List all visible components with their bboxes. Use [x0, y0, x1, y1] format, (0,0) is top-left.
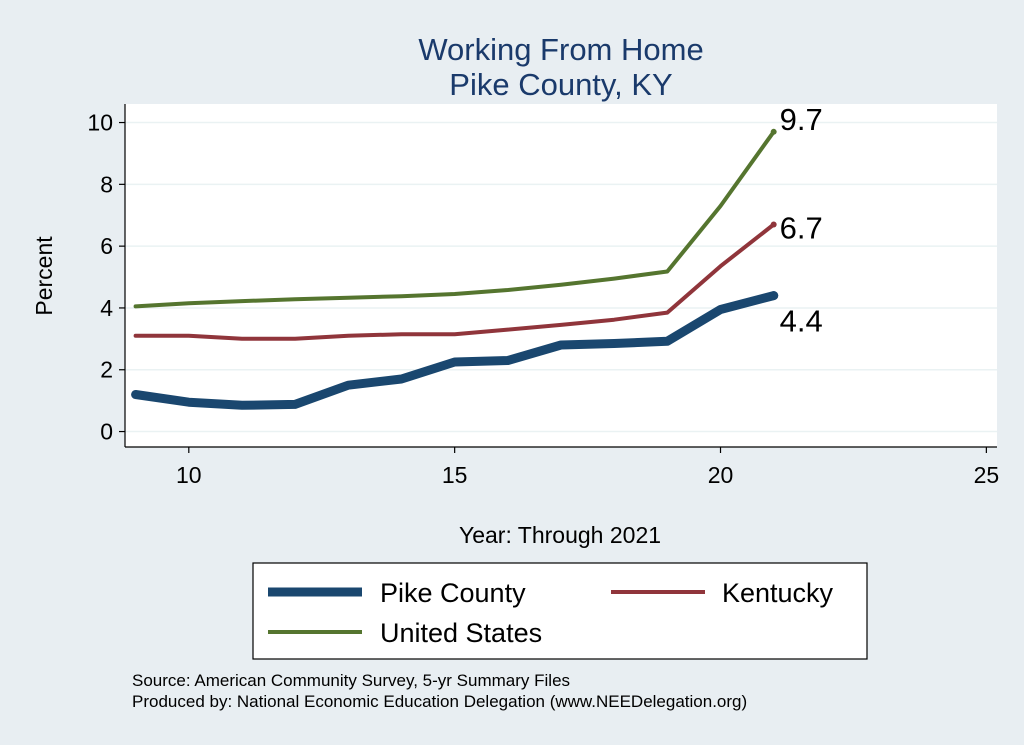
series-line-pike-county: [131, 291, 779, 410]
legend-label: Pike County: [380, 578, 526, 608]
y-tick-label: 4: [100, 295, 113, 321]
y-tick-label: 2: [100, 357, 113, 383]
end-labels: 9.7 6.7 4.4: [780, 102, 823, 339]
x-tick-label: 15: [442, 462, 468, 488]
series-line-united-states: [133, 129, 776, 309]
legend: Pike County Kentucky United States: [252, 562, 868, 660]
end-label: 6.7: [780, 211, 823, 246]
legend-label: United States: [380, 618, 542, 648]
chart-title-line-2: Pike County, KY: [449, 67, 672, 102]
legend-box: [252, 562, 868, 660]
chart-title-line-1: Working From Home: [418, 32, 703, 67]
y-tick-label: 8: [100, 171, 113, 197]
x-tick-label: 20: [708, 462, 734, 488]
y-tick-label: 0: [100, 419, 113, 445]
series-end-point: [770, 128, 777, 135]
gridlines: [125, 121, 997, 433]
source-note: Source: American Community Survey, 5-yr …: [132, 671, 571, 690]
y-tick-label: 6: [100, 233, 113, 259]
end-label: 9.7: [780, 102, 823, 137]
produced-by-note: Produced by: National Economic Education…: [132, 692, 748, 711]
series-end-point: [769, 291, 779, 301]
x-tick-label: 10: [176, 462, 202, 488]
plot-area: [125, 104, 997, 447]
legend-label: Kentucky: [722, 578, 834, 608]
series-lines: [131, 128, 779, 410]
series-end-point: [770, 221, 777, 228]
x-axis-title: Year: Through 2021: [459, 522, 661, 548]
y-tick-label: 10: [87, 110, 113, 136]
end-label: 4.4: [780, 304, 823, 339]
series-line-kentucky: [133, 222, 776, 341]
x-tick-label: 25: [974, 462, 1000, 488]
chart-title: Working From Home Pike County, KY: [418, 32, 703, 102]
y-axis-title: Percent: [31, 236, 57, 316]
axes: 0 2 4 6 8 10 10 15 20 25: [87, 104, 999, 488]
